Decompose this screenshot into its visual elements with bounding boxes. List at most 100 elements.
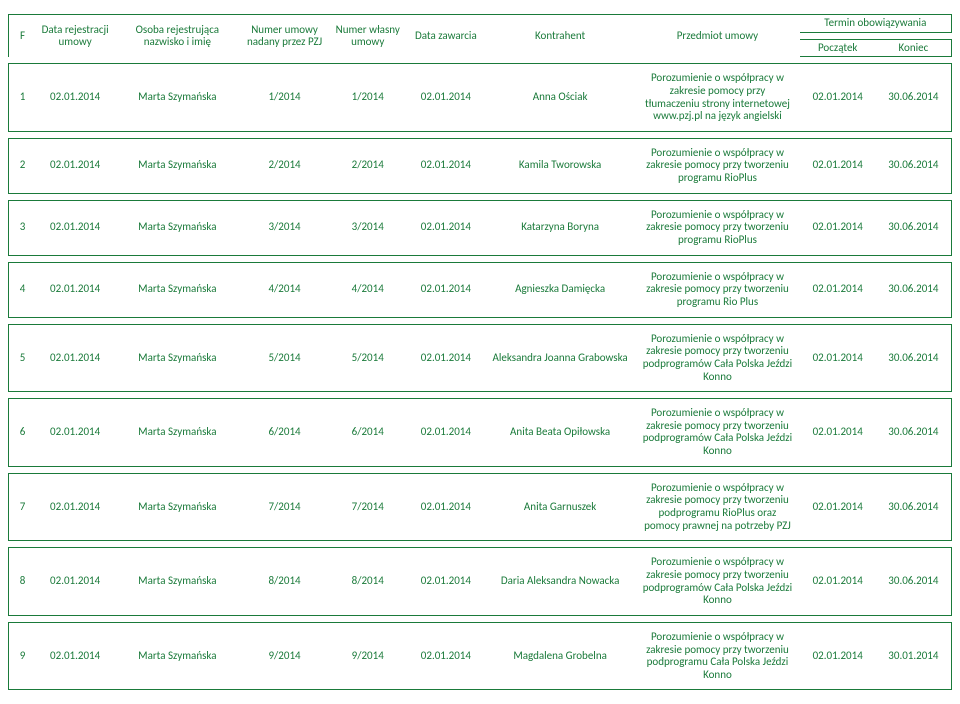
table-row: 702.01.2014Marta Szymańska7/20147/201402…: [8, 473, 952, 542]
col-end: Koniec: [876, 39, 952, 58]
col-reg-date: Data rejestracji umowy: [36, 14, 114, 57]
col-person: Osoba rejestrująca nazwisko i imię: [114, 14, 240, 57]
cell-pzj-no: 4/2014: [240, 262, 328, 318]
cell-concl-date: 02.01.2014: [407, 138, 485, 194]
cell-concl-date: 02.01.2014: [407, 262, 485, 318]
cell-subject: Porozumienie o współpracy w zakresie pom…: [635, 138, 799, 194]
cell-subject: Porozumienie o współpracy w zakresie pom…: [635, 622, 799, 691]
cell-concl-date: 02.01.2014: [407, 63, 485, 132]
col-start: Początek: [800, 39, 876, 58]
cell-f: 2: [8, 138, 36, 194]
cell-end: 30.06.2014: [876, 473, 952, 542]
cell-pzj-no: 1/2014: [240, 63, 328, 132]
cell-start: 02.01.2014: [800, 200, 876, 256]
cell-reg-date: 02.01.2014: [36, 622, 114, 691]
cell-reg-date: 02.01.2014: [36, 398, 114, 467]
cell-f: 6: [8, 398, 36, 467]
cell-own-no: 1/2014: [329, 63, 407, 132]
table-row: 402.01.2014Marta Szymańska4/20144/201402…: [8, 262, 952, 318]
table-row: 802.01.2014Marta Szymańska8/20148/201402…: [8, 547, 952, 616]
cell-concl-date: 02.01.2014: [407, 200, 485, 256]
cell-own-no: 2/2014: [329, 138, 407, 194]
cell-own-no: 7/2014: [329, 473, 407, 542]
cell-counterparty: Agnieszka Damięcka: [485, 262, 635, 318]
cell-f: 3: [8, 200, 36, 256]
col-own-no: Numer własny umowy: [329, 14, 407, 57]
cell-end: 30.06.2014: [876, 547, 952, 616]
table-row: 902.01.2014Marta Szymańska9/20149/201402…: [8, 622, 952, 691]
col-counterparty: Kontrahent: [485, 14, 635, 57]
col-term: Termin obowiązywania: [800, 14, 952, 33]
cell-subject: Porozumienie o współpracy w zakresie pom…: [635, 547, 799, 616]
cell-counterparty: Anita Garnuszek: [485, 473, 635, 542]
cell-f: 8: [8, 547, 36, 616]
cell-end: 30.06.2014: [876, 138, 952, 194]
cell-start: 02.01.2014: [800, 138, 876, 194]
cell-concl-date: 02.01.2014: [407, 473, 485, 542]
table-row: 502.01.2014Marta Szymańska5/20145/201402…: [8, 324, 952, 393]
cell-start: 02.01.2014: [800, 547, 876, 616]
col-concl-date: Data zawarcia: [407, 14, 485, 57]
cell-start: 02.01.2014: [800, 473, 876, 542]
cell-reg-date: 02.01.2014: [36, 473, 114, 542]
cell-person: Marta Szymańska: [114, 262, 240, 318]
cell-concl-date: 02.01.2014: [407, 547, 485, 616]
cell-end: 30.06.2014: [876, 398, 952, 467]
cell-f: 1: [8, 63, 36, 132]
cell-f: 9: [8, 622, 36, 691]
cell-start: 02.01.2014: [800, 622, 876, 691]
cell-start: 02.01.2014: [800, 63, 876, 132]
cell-own-no: 4/2014: [329, 262, 407, 318]
cell-start: 02.01.2014: [800, 398, 876, 467]
cell-pzj-no: 2/2014: [240, 138, 328, 194]
cell-person: Marta Szymańska: [114, 473, 240, 542]
table-row: 302.01.2014Marta Szymańska3/20143/201402…: [8, 200, 952, 256]
cell-counterparty: Kamila Tworowska: [485, 138, 635, 194]
col-f: F: [8, 14, 36, 57]
cell-reg-date: 02.01.2014: [36, 262, 114, 318]
cell-f: 4: [8, 262, 36, 318]
cell-end: 30.01.2014: [876, 622, 952, 691]
cell-concl-date: 02.01.2014: [407, 622, 485, 691]
cell-person: Marta Szymańska: [114, 398, 240, 467]
cell-reg-date: 02.01.2014: [36, 324, 114, 393]
cell-counterparty: Anita Beata Opiłowska: [485, 398, 635, 467]
col-subject: Przedmiot umowy: [635, 14, 799, 57]
cell-person: Marta Szymańska: [114, 138, 240, 194]
col-pzj-no: Numer umowy nadany przez PZJ: [240, 14, 328, 57]
contracts-table: F Data rejestracji umowy Osoba rejestruj…: [8, 8, 952, 696]
cell-counterparty: Katarzyna Boryna: [485, 200, 635, 256]
cell-person: Marta Szymańska: [114, 200, 240, 256]
cell-own-no: 9/2014: [329, 622, 407, 691]
cell-subject: Porozumienie o współpracy w zakresie pom…: [635, 398, 799, 467]
cell-concl-date: 02.01.2014: [407, 398, 485, 467]
cell-subject: Porozumienie o współpracy w zakresie pom…: [635, 473, 799, 542]
cell-pzj-no: 9/2014: [240, 622, 328, 691]
cell-reg-date: 02.01.2014: [36, 547, 114, 616]
cell-own-no: 8/2014: [329, 547, 407, 616]
cell-pzj-no: 6/2014: [240, 398, 328, 467]
cell-start: 02.01.2014: [800, 324, 876, 393]
cell-start: 02.01.2014: [800, 262, 876, 318]
cell-counterparty: Anna Ościak: [485, 63, 635, 132]
cell-own-no: 6/2014: [329, 398, 407, 467]
cell-pzj-no: 3/2014: [240, 200, 328, 256]
cell-person: Marta Szymańska: [114, 63, 240, 132]
cell-pzj-no: 8/2014: [240, 547, 328, 616]
cell-subject: Porozumienie o współpracy w zakresie pom…: [635, 200, 799, 256]
table: F Data rejestracji umowy Osoba rejestruj…: [8, 8, 952, 696]
cell-person: Marta Szymańska: [114, 324, 240, 393]
cell-end: 30.06.2014: [876, 200, 952, 256]
table-row: 202.01.2014Marta Szymańska2/20142/201402…: [8, 138, 952, 194]
cell-person: Marta Szymańska: [114, 622, 240, 691]
cell-end: 30.06.2014: [876, 262, 952, 318]
cell-person: Marta Szymańska: [114, 547, 240, 616]
cell-pzj-no: 7/2014: [240, 473, 328, 542]
cell-end: 30.06.2014: [876, 63, 952, 132]
cell-pzj-no: 5/2014: [240, 324, 328, 393]
cell-f: 7: [8, 473, 36, 542]
cell-reg-date: 02.01.2014: [36, 200, 114, 256]
cell-concl-date: 02.01.2014: [407, 324, 485, 393]
cell-subject: Porozumienie o współpracy w zakresie pom…: [635, 262, 799, 318]
table-header: F Data rejestracji umowy Osoba rejestruj…: [8, 14, 952, 33]
